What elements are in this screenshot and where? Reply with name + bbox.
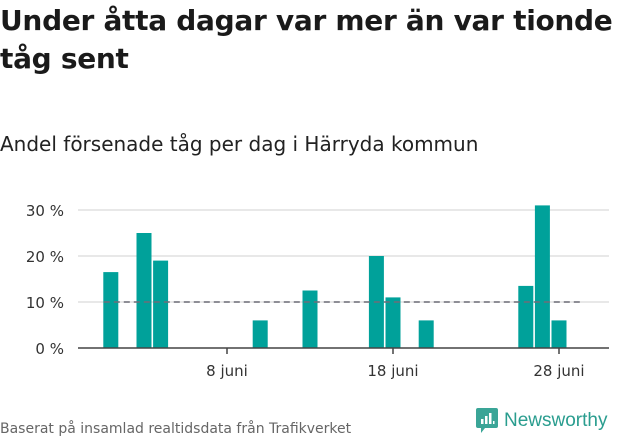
bar bbox=[153, 260, 169, 348]
chart-subtitle: Andel försenade tåg per dag i Härryda ko… bbox=[0, 132, 479, 156]
source-note: Baserat på insamlad realtidsdata från Tr… bbox=[0, 421, 352, 437]
bar bbox=[418, 320, 434, 348]
x-tick-label: 28 juni bbox=[533, 362, 584, 380]
bar bbox=[551, 320, 567, 348]
y-tick-label: 10 % bbox=[26, 294, 64, 312]
newsworthy-logo: Newsworthy bbox=[476, 408, 607, 434]
x-tick-label: 8 juni bbox=[206, 362, 248, 380]
bar-chart-logo-icon bbox=[476, 408, 498, 433]
brand-name: Newsworthy bbox=[504, 410, 608, 431]
y-tick-label: 30 % bbox=[26, 202, 64, 220]
bar bbox=[302, 290, 318, 348]
bar bbox=[103, 272, 119, 348]
bar bbox=[252, 320, 268, 348]
x-tick-label: 18 juni bbox=[367, 362, 418, 380]
bar bbox=[136, 233, 152, 348]
y-tick-label: 0 % bbox=[35, 340, 64, 358]
page-title: Under åtta dagar var mer än var tionde t… bbox=[0, 4, 613, 75]
bar bbox=[534, 205, 550, 348]
bar-chart: 0 % 10 % 20 % 30 % 8 juni 18 juni 28 juni bbox=[26, 202, 609, 380]
bar bbox=[385, 297, 401, 348]
bar bbox=[518, 285, 534, 348]
y-tick-label: 20 % bbox=[26, 248, 64, 266]
